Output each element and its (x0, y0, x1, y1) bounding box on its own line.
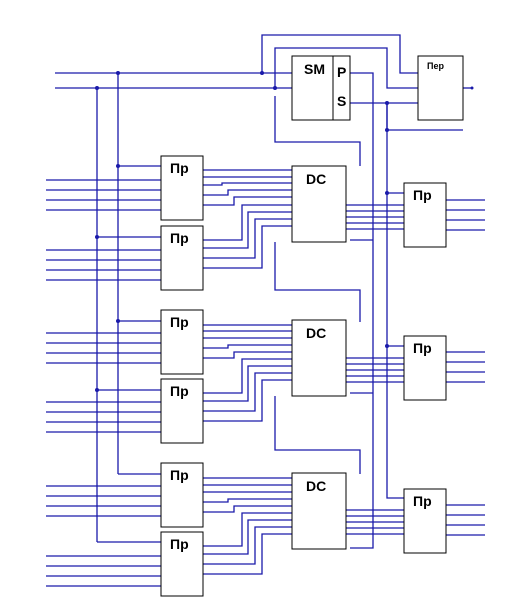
per-label: Пер (427, 61, 444, 71)
pr-out-block-2: Пр (403, 335, 447, 401)
wires (46, 34, 485, 587)
sm-p-label: P (337, 64, 346, 80)
dc-block-2: DC (291, 319, 347, 397)
pr-block-2: Пр (160, 225, 204, 291)
pr-label: Пр (413, 187, 432, 203)
sm-label: SM (304, 61, 325, 77)
dc-block-1: DC (291, 165, 347, 243)
pr-out-block-1: Пр (403, 182, 447, 248)
sm-block: SM P S (291, 55, 351, 121)
dc-label: DC (306, 478, 326, 494)
pr-block-3: Пр (160, 309, 204, 375)
pr-block-1: Пр (160, 155, 204, 221)
dc-block-3: DC (291, 472, 347, 550)
sm-s-label: S (337, 93, 346, 109)
pr-label: Пр (413, 493, 432, 509)
pr-out-block-3: Пр (403, 488, 447, 554)
pr-label: Пр (170, 383, 189, 399)
per-block: Пер (417, 55, 464, 121)
pr-label: Пр (413, 340, 432, 356)
pr-block-5: Пр (160, 462, 204, 528)
pr-label: Пр (170, 536, 189, 552)
junction-dots (95, 71, 474, 392)
dc-label: DC (306, 171, 326, 187)
pr-label: Пр (170, 230, 189, 246)
pr-label: Пр (170, 314, 189, 330)
dc-label: DC (306, 325, 326, 341)
pr-label: Пр (170, 467, 189, 483)
pr-label: Пр (170, 160, 189, 176)
pr-block-6: Пр (160, 531, 204, 597)
pr-block-4: Пр (160, 378, 204, 444)
